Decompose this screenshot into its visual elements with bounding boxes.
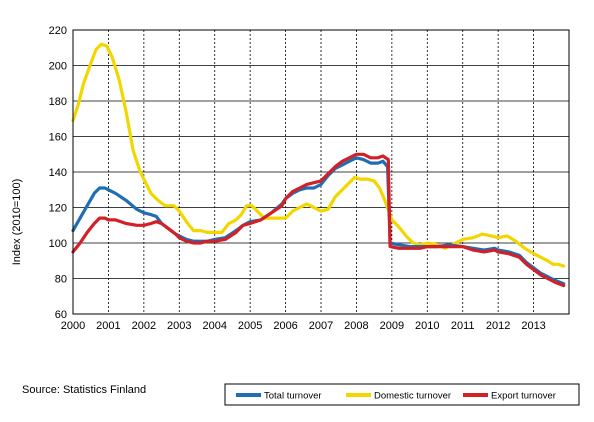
x-tick-label: 2013 (521, 320, 545, 332)
legend-label-total-turnover: Total turnover (264, 391, 322, 402)
series-lines (71, 42, 566, 288)
grid-lines (73, 30, 569, 314)
y-tick-label: 80 (55, 274, 67, 286)
x-tick-label: 2009 (380, 320, 404, 332)
y-tick-label: 160 (49, 132, 67, 144)
y-tick-label: 200 (49, 61, 67, 73)
x-tick-label: 2012 (486, 320, 510, 332)
x-tick-label: 2011 (451, 320, 475, 332)
source-note: Source: Statistics Finland (22, 384, 146, 396)
legend-box (224, 383, 580, 406)
legend: Total turnover Domestic turnover Export tu… (224, 383, 580, 406)
y-tick-label: 220 (49, 25, 67, 37)
x-tick-label: 2004 (202, 320, 226, 332)
x-tick-label: 2001 (96, 320, 120, 332)
x-tick-label: 2007 (309, 320, 333, 332)
x-tick-label: 2010 (415, 320, 439, 332)
x-tick-label: 2003 (167, 320, 191, 332)
y-tick-label: 180 (49, 96, 67, 108)
series-line-total-turnover (71, 156, 566, 286)
x-tick-label: 2000 (61, 320, 85, 332)
x-tick-label: 2002 (132, 320, 156, 332)
y-tick-label: 120 (49, 203, 67, 215)
legend-label-export-turnover: Export turnover (491, 391, 556, 402)
series-line-export-turnover (71, 152, 566, 288)
plot-frame (72, 29, 570, 315)
y-tick-labels: 60 80 100 120 140 160 180 200 220 (49, 25, 67, 321)
y-tick-label: 100 (49, 238, 67, 250)
x-tick-labels: 2000 2001 2002 2003 2004 2005 2006 2007 2008 2009… (61, 320, 546, 332)
y-tick-label: 60 (55, 309, 67, 321)
series-line-domestic-turnover (71, 42, 566, 268)
legend-label-domestic-turnover: Domestic turnover (374, 391, 451, 402)
y-axis-title: Index (2010=100) (11, 179, 23, 266)
x-tick-label: 2005 (238, 320, 262, 332)
x-tick-label: 2006 (273, 320, 297, 332)
x-tick-label: 2008 (344, 320, 368, 332)
y-tick-label: 140 (49, 167, 67, 179)
